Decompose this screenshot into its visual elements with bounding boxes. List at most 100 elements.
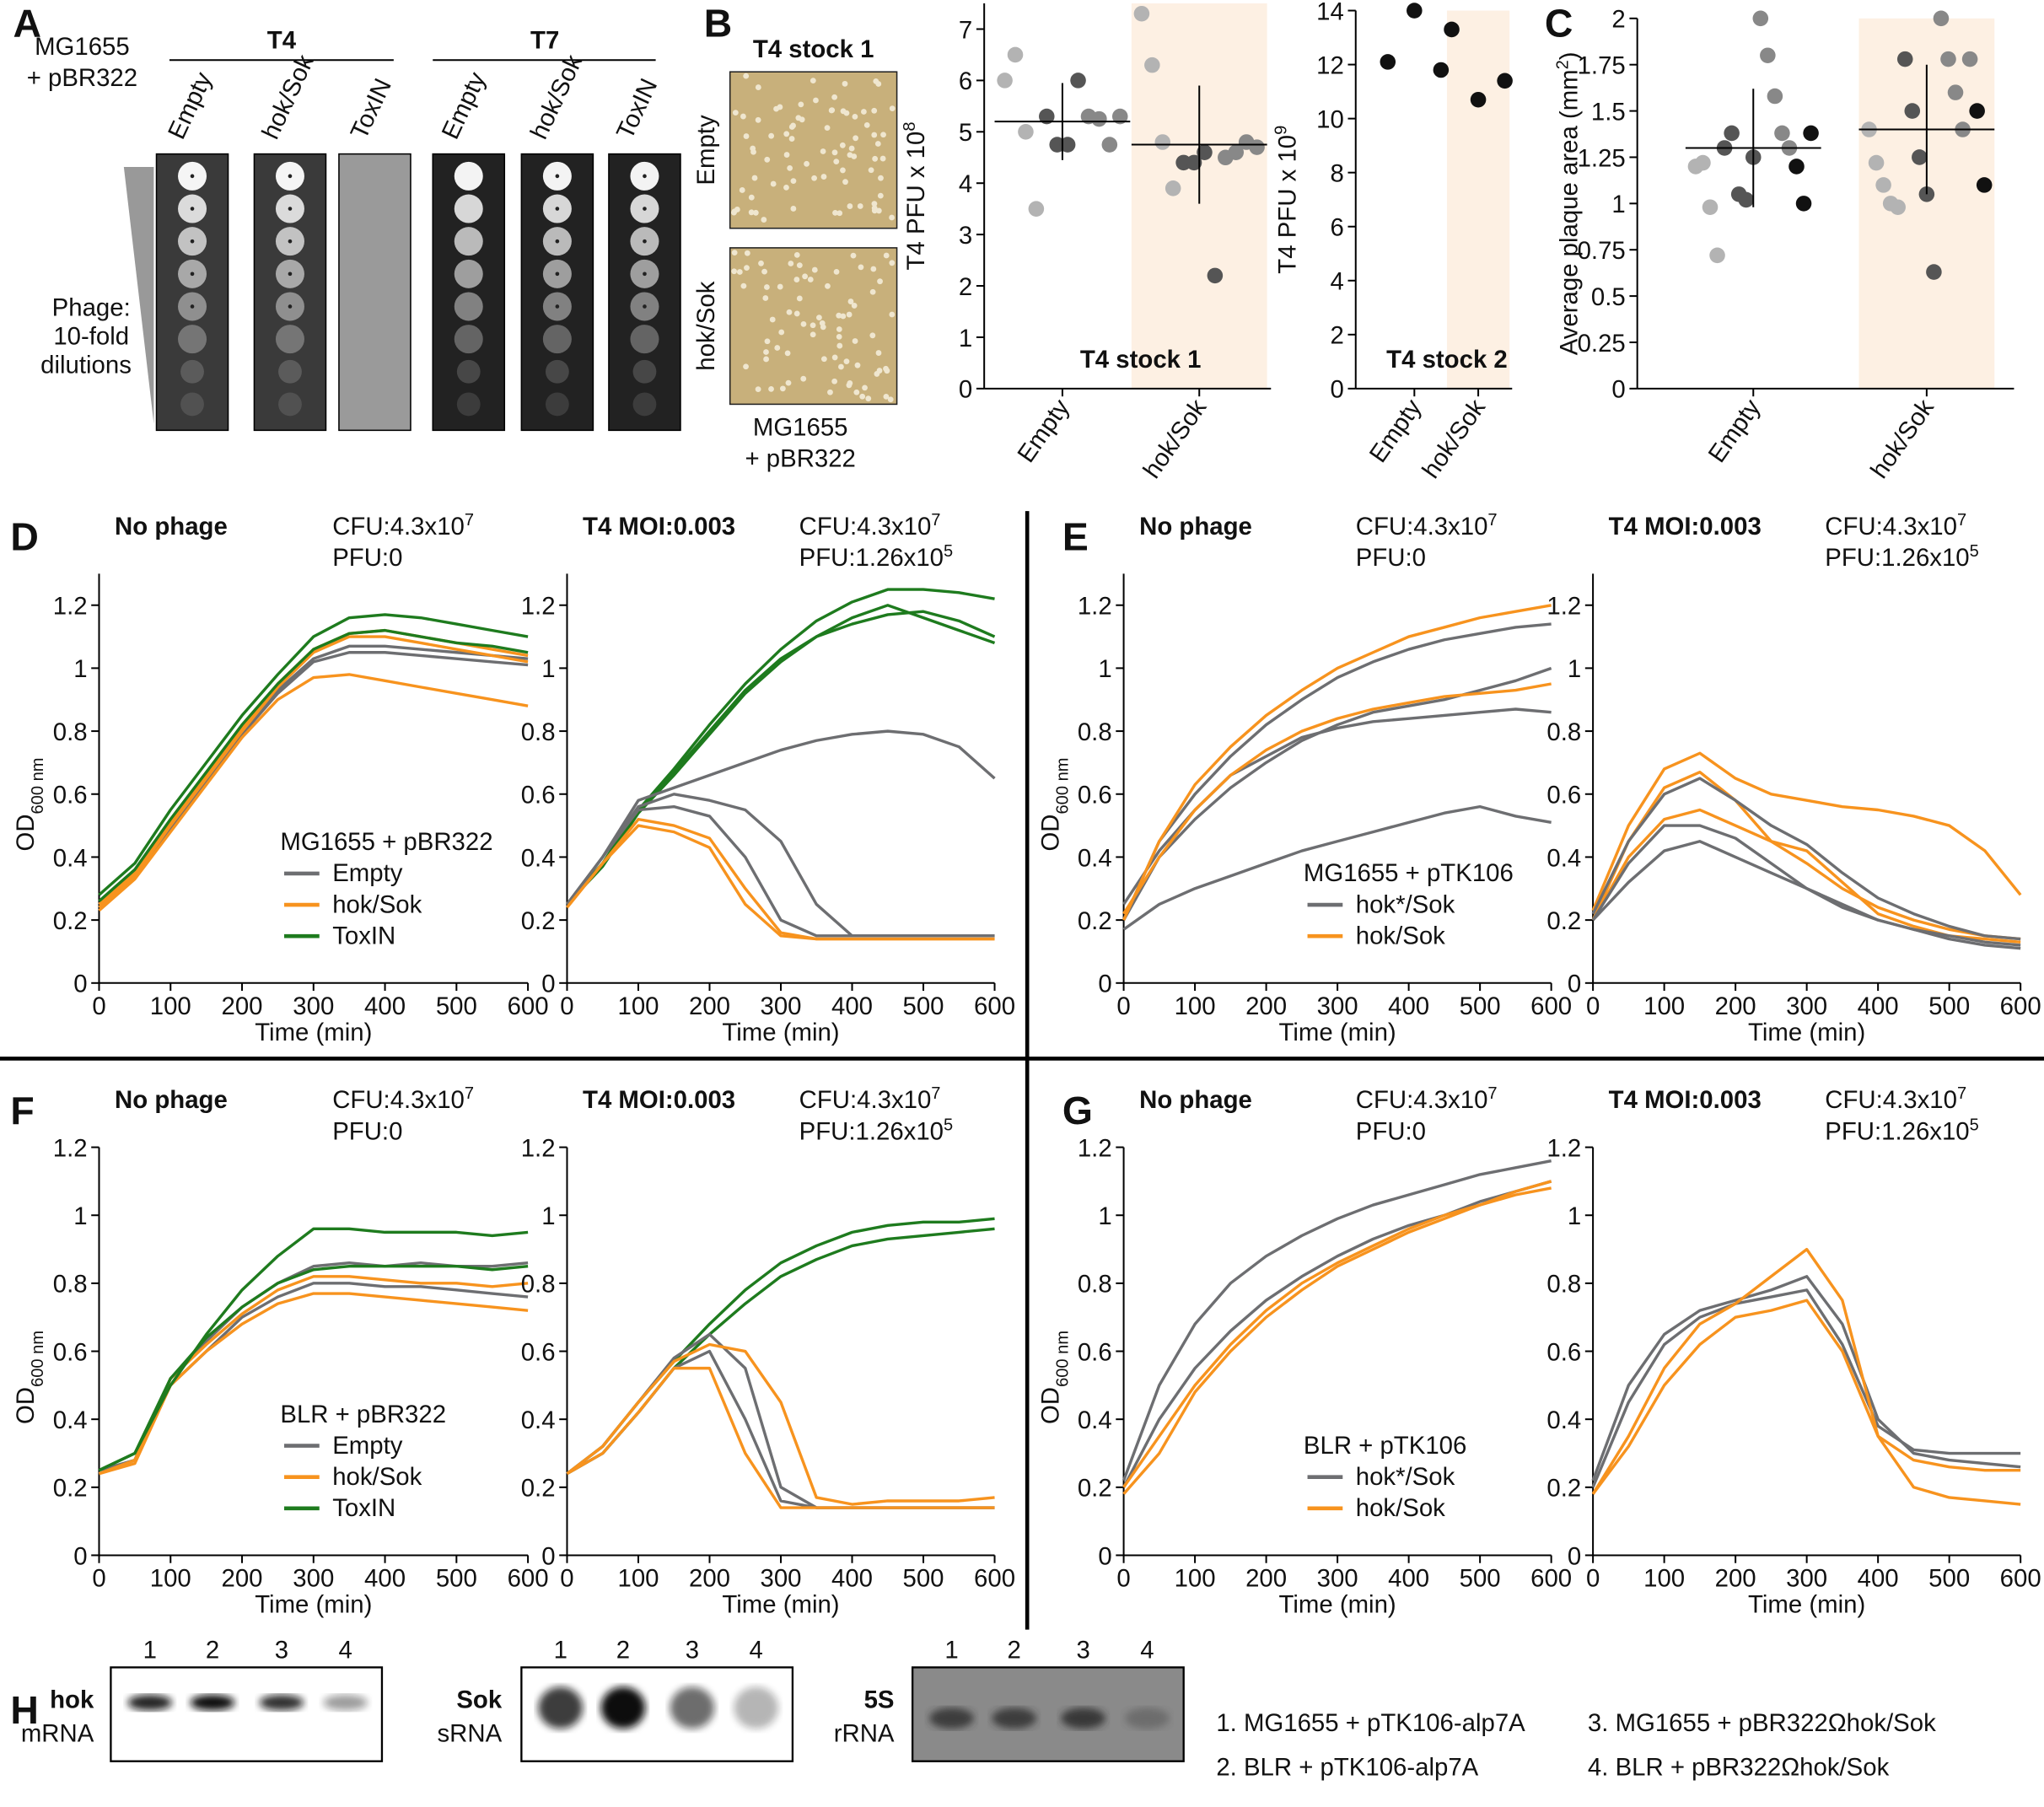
chart-title: T4 MOI:0.003 (583, 1086, 735, 1114)
point (1133, 5, 1150, 22)
plaque (842, 179, 848, 186)
series-line (566, 1366, 995, 1509)
x-tick-label: hok/Sok (1138, 394, 1212, 483)
lane-label: 3 (1076, 1637, 1089, 1664)
y-tick-label: 0.4 (1546, 844, 1581, 872)
plaque (810, 78, 816, 84)
point (1028, 201, 1045, 217)
y-axis-label: OD600 nm (12, 757, 47, 851)
y-tick-label: 5 (959, 119, 972, 147)
y-tick-label: 1.2 (1078, 1134, 1112, 1162)
point (1433, 62, 1450, 78)
plaque (744, 250, 750, 256)
panel-b-photos: T4 stock 1 Empty hok/Sok MG1655 + pBR322 (692, 35, 898, 473)
plaque (872, 155, 879, 162)
plaque (779, 385, 786, 392)
point (1912, 149, 1928, 165)
x-axis-label: Time (min) (722, 1019, 839, 1046)
series-line (98, 644, 529, 906)
phage-label: T4 (267, 26, 297, 54)
strain-label: + pBR322 (745, 445, 855, 473)
plaque (827, 389, 833, 395)
plaque (869, 332, 876, 339)
series-line (1122, 1159, 1552, 1482)
x-tick-label: 100 (1643, 992, 1685, 1020)
y-tick-label: 0 (1568, 971, 1581, 998)
x-tick-label: 600 (2000, 1565, 2041, 1593)
plaque (831, 354, 838, 361)
row-label: hok/Sok (692, 281, 720, 370)
plaque (852, 113, 858, 120)
y-tick-label: 1 (73, 1202, 87, 1230)
spot (630, 325, 659, 354)
series-line (566, 729, 996, 906)
series-line (1122, 804, 1552, 931)
y-tick-label: 14 (1316, 0, 1344, 25)
plaque (840, 167, 846, 174)
y-tick-label: 10 (1316, 105, 1344, 133)
point (1969, 103, 1985, 119)
point (1039, 108, 1055, 125)
y-tick-label: 1.5 (1591, 98, 1626, 126)
legend-label: hok/Sok (1356, 922, 1445, 949)
y-tick-label: 0.2 (53, 907, 88, 935)
plaque (820, 148, 826, 154)
plaque (761, 217, 767, 223)
y-tick-label: 1 (73, 655, 87, 683)
y-tick-label: 1.75 (1578, 52, 1626, 80)
plaque (773, 105, 779, 112)
spot-center (190, 272, 195, 277)
plaque (820, 174, 827, 180)
pfu-label-part: PFU:0 (332, 1117, 402, 1145)
x-tick-label: 200 (1715, 992, 1756, 1020)
spot (178, 325, 207, 354)
plate-photo (729, 71, 898, 229)
series-line (566, 588, 995, 906)
plaque (831, 94, 838, 100)
spot-center (190, 239, 195, 244)
y-tick-label: 8 (1330, 160, 1343, 188)
x-tick-label: 500 (903, 992, 944, 1020)
point (1774, 125, 1790, 142)
point (1407, 3, 1423, 19)
x-tick-label: 500 (1460, 1565, 1501, 1593)
y-tick-label: 12 (1316, 51, 1344, 79)
plaque (875, 350, 882, 356)
point (1186, 154, 1202, 171)
plaque (788, 136, 795, 142)
plaque (796, 295, 803, 302)
lane-label: 2 (616, 1637, 630, 1664)
cfu-label-part: 7 (1487, 1084, 1497, 1103)
cfu-label-part: 7 (1957, 511, 1966, 530)
plaque (889, 105, 896, 112)
point (1961, 51, 1978, 67)
cfu-label-part: 7 (1957, 1084, 1966, 1103)
plaque (748, 209, 755, 216)
y-tick-label: 0 (1098, 1542, 1111, 1570)
plaque (852, 338, 858, 344)
spot (456, 359, 481, 384)
chart-title: No phage (1139, 1086, 1252, 1114)
key-item: 3. MG1655 + pBR322Ωhok/Sok (1588, 1709, 1936, 1737)
panel-h: hok mRNA Sok sRNA 5S rRNA 1 2 3 4 1 2 3 4 1 2 3 4 1… (21, 1637, 1936, 1782)
y-axis-label: OD600 nm (1036, 1331, 1072, 1424)
key-item: 1. MG1655 + pTK106-alp7A (1216, 1709, 1525, 1737)
y-tick-label: 0.4 (53, 844, 88, 872)
x-tick-label: 200 (1245, 1565, 1287, 1593)
cfu-label: CFU:4.3x107 (1825, 1084, 1966, 1114)
spot (542, 325, 572, 354)
plaque (793, 251, 800, 258)
spot-center (555, 304, 560, 309)
y-axis-label-part: 2 (1554, 60, 1573, 69)
pfu-label-part: PFU:1.26x10 (799, 544, 944, 572)
plaque (816, 315, 822, 321)
x-tick-label: 300 (761, 1565, 802, 1593)
x-tick-label: 300 (1317, 1565, 1358, 1593)
y-tick-label: 0 (959, 376, 972, 404)
band (992, 1708, 1037, 1729)
plaque (838, 363, 844, 370)
point (1070, 73, 1086, 89)
plaque (793, 277, 800, 282)
series-line (566, 604, 996, 906)
plaque (874, 371, 880, 377)
